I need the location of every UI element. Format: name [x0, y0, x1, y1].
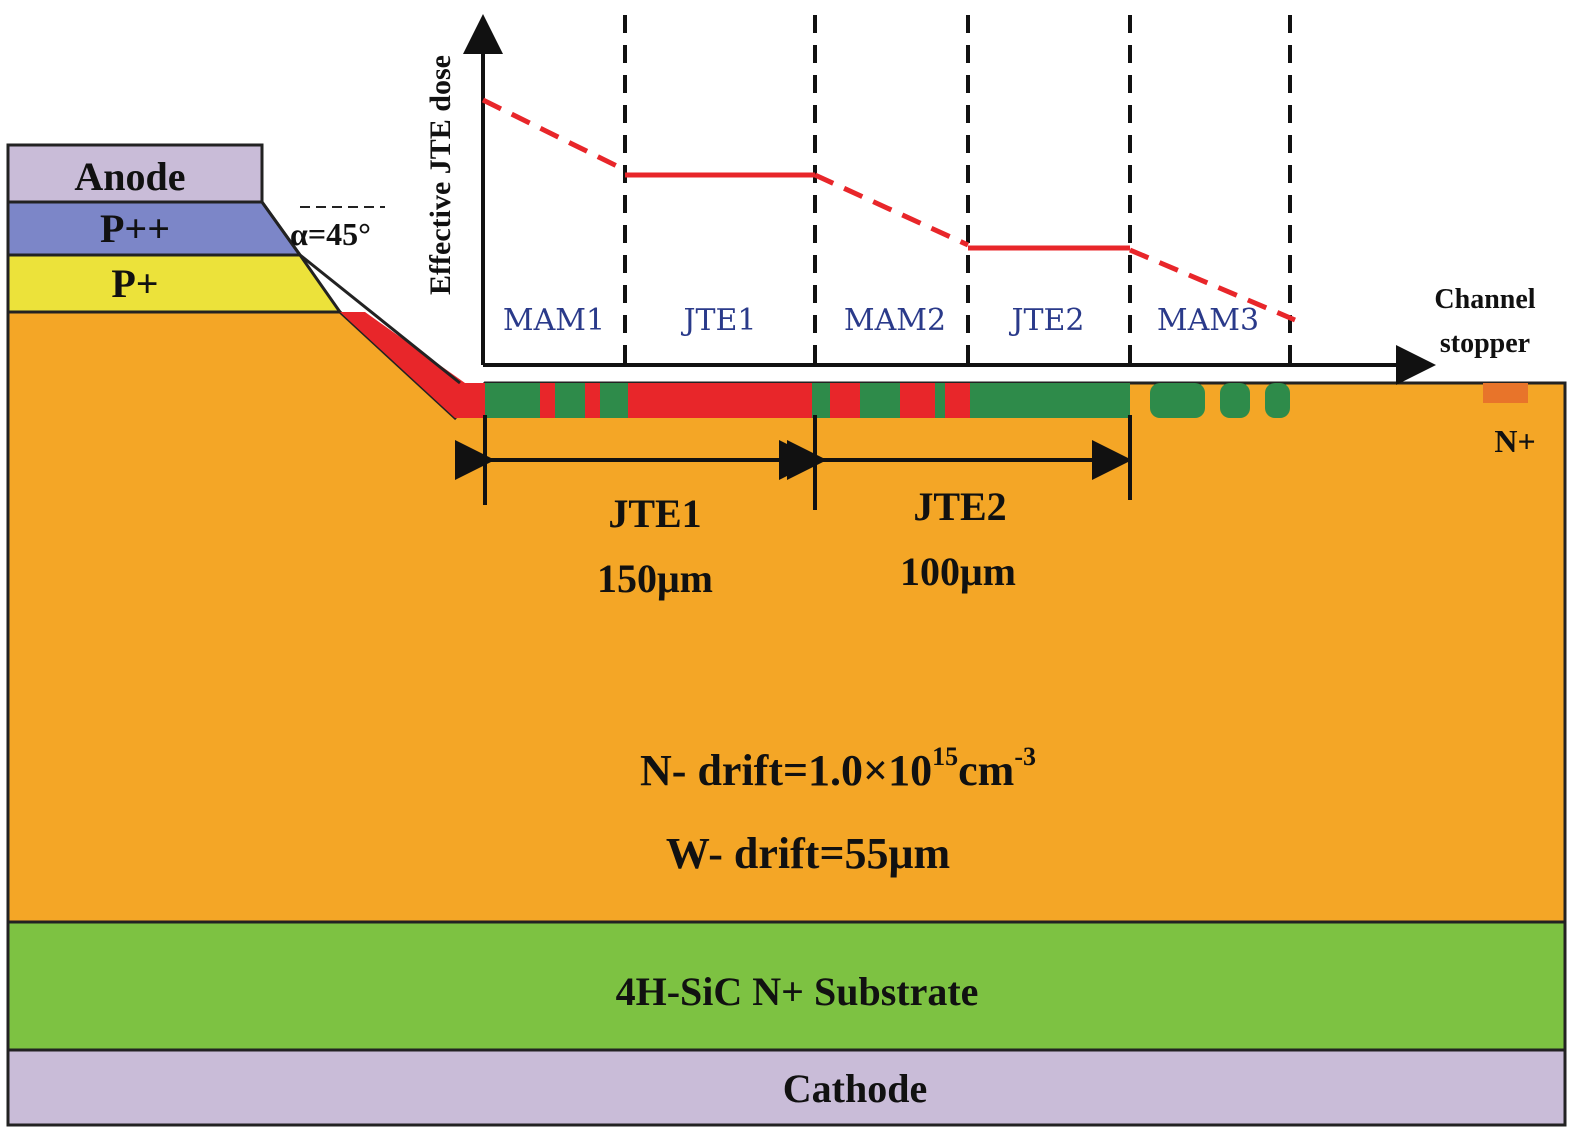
cathode — [6, 1048, 1567, 1127]
doping-unit-exponent: -3 — [1014, 742, 1036, 771]
cathode-label: Cathode — [783, 1066, 927, 1111]
dose-profile — [481, 97, 1296, 323]
drift-doping: N- drift=1.0×1015cm-3 — [640, 742, 1036, 795]
x-axis-label: Channel — [1434, 284, 1535, 315]
region-label: MAM1 — [503, 303, 605, 338]
dimension-length: 100μm — [900, 549, 1016, 594]
mesa-edge — [260, 201, 302, 256]
mam3-rings — [1150, 383, 1290, 418]
p-plus-label: P+ — [111, 261, 158, 306]
anode-label: Anode — [74, 154, 185, 199]
n-plus-label: N+ — [1494, 423, 1535, 459]
n-plus-stopper — [1483, 383, 1528, 403]
dimension-lines — [455, 415, 1132, 510]
y-axis-label: Effective JTE dose — [424, 55, 457, 295]
drift-width: W- drift=55μm — [666, 829, 950, 878]
doping-unit: cm — [958, 746, 1014, 795]
region-label: JTE1 — [680, 303, 756, 338]
dimension-name: JTE2 — [913, 484, 1006, 529]
anode — [6, 143, 264, 204]
slope-jte — [340, 312, 485, 418]
dimension-length: 150μm — [597, 556, 713, 601]
jte-red — [540, 383, 970, 418]
angle-label: α=45° — [290, 216, 371, 252]
dimension-name: JTE1 — [608, 491, 701, 536]
substrate-label: 4H-SiC N+ Substrate — [616, 969, 979, 1014]
mesa-edge — [299, 253, 461, 385]
region-label: JTE2 — [1008, 303, 1084, 338]
doping-prefix: N- drift=1.0×10 — [640, 746, 932, 795]
p-plus — [6, 253, 343, 314]
doping-exponent: 15 — [932, 742, 958, 771]
x-axis-label: stopper — [1440, 328, 1530, 359]
region-label: MAM2 — [844, 303, 946, 338]
substrate — [6, 920, 1567, 1052]
p-plus-plus-label: P++ — [100, 206, 170, 251]
region-label: MAM3 — [1157, 303, 1259, 338]
